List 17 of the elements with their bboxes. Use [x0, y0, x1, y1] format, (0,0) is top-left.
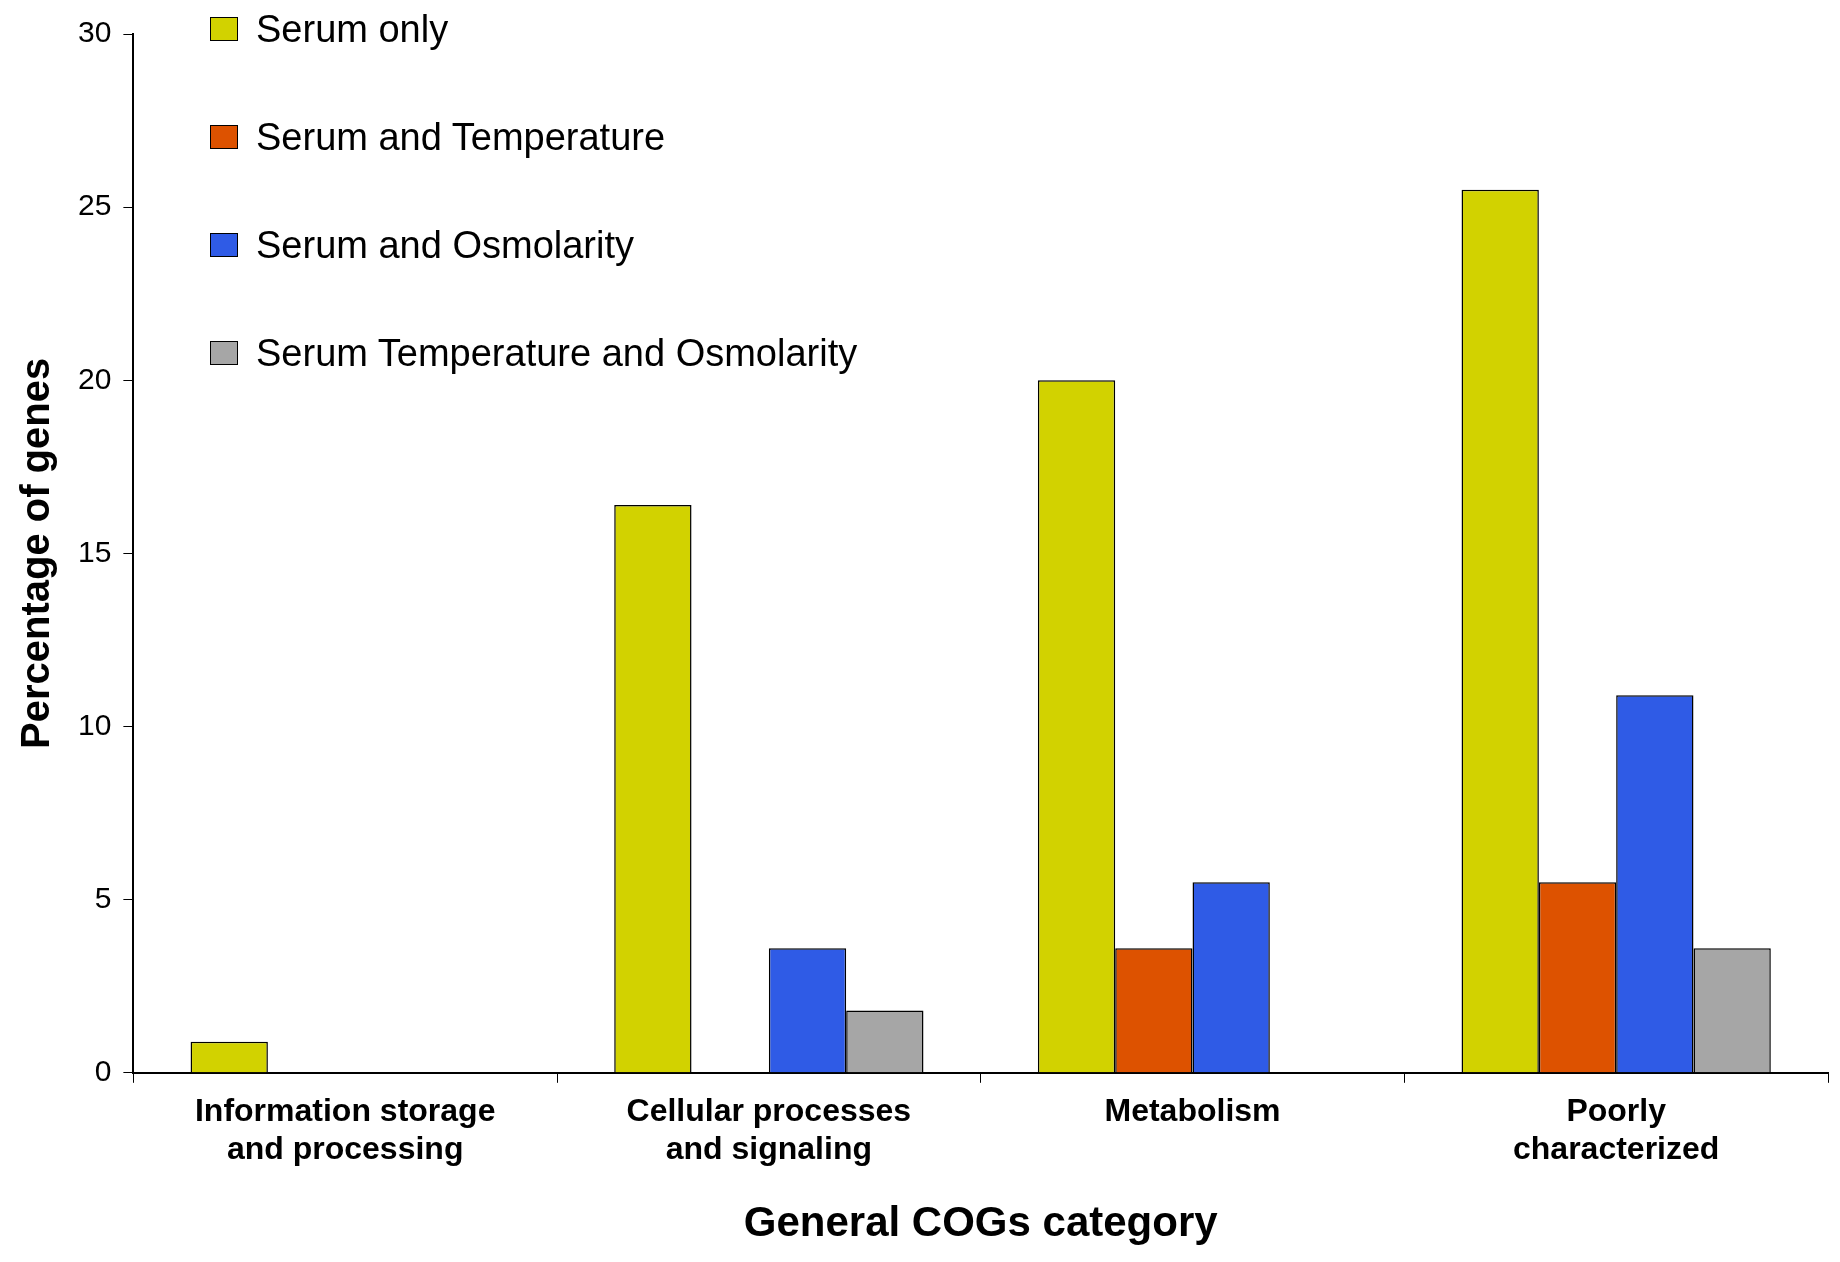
x-tick-label: Poorly characterized [1513, 1091, 1720, 1167]
legend-label: Serum and Osmolarity [256, 223, 635, 267]
legend-label: Serum and Temperature [256, 115, 666, 159]
y-tick-label: 30 [77, 15, 112, 49]
y-tick-label: 5 [94, 880, 112, 914]
x-tick-label: Metabolism [1104, 1091, 1281, 1128]
y-axis-title: Percentage of genes [13, 357, 58, 750]
y-tick-label: 10 [77, 707, 112, 741]
x-axis-title: General COGs category [743, 1198, 1219, 1246]
legend-label: Serum only [256, 7, 449, 51]
y-tick-label: 20 [77, 361, 112, 395]
y-tick-label: 15 [77, 534, 112, 568]
legend-label: Serum Temperature and Osmolarity [256, 331, 858, 375]
y-tick-label: 0 [94, 1054, 112, 1088]
x-tick-label: Cellular processes and signaling [626, 1091, 912, 1167]
y-tick-label: 25 [77, 188, 112, 222]
x-tick-label: Information storage and processing [194, 1091, 496, 1167]
